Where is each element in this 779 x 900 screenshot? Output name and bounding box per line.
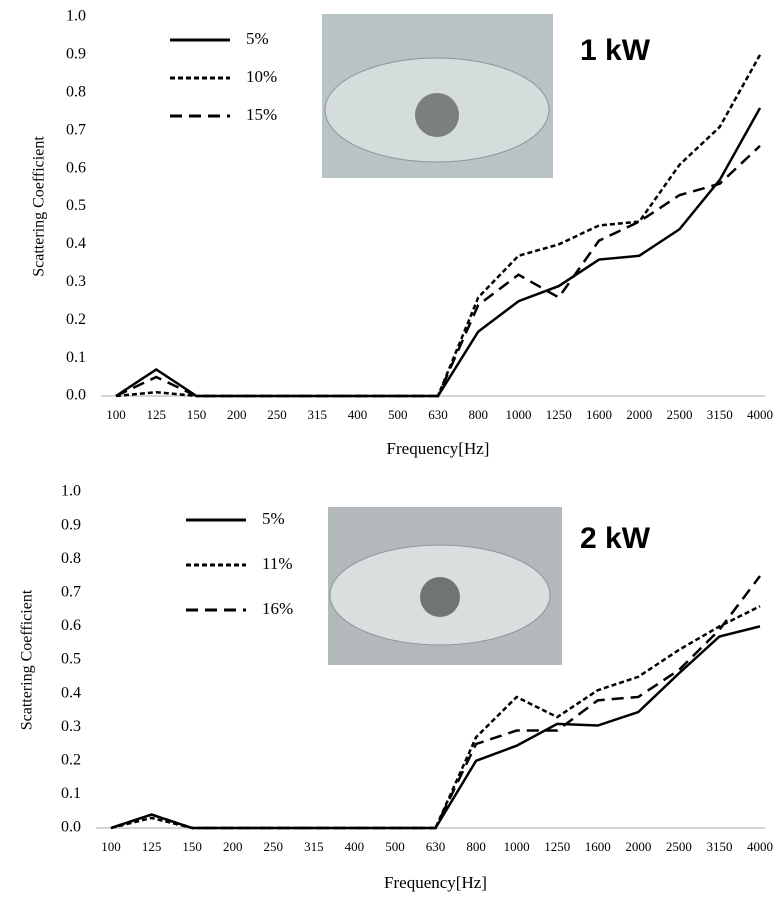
x-tick-label: 1250 (544, 839, 570, 854)
x-tick-label: 315 (308, 407, 328, 422)
line (110, 605, 761, 830)
line (115, 144, 761, 398)
x-tick-label: 100 (101, 839, 121, 854)
legend-label: 11% (262, 554, 293, 573)
x-tick-label: 500 (388, 407, 408, 422)
x-tick-label: 1600 (586, 407, 612, 422)
legend-label: 10% (246, 67, 277, 86)
y-tick-label: 0.4 (61, 684, 81, 701)
x-tick-label: 2500 (667, 407, 693, 422)
x-tick-label: 3150 (707, 407, 733, 422)
line (110, 575, 761, 830)
x-axis-label: Frequency[Hz] (384, 873, 487, 892)
y-tick-label: 0.7 (61, 583, 81, 600)
x-tick-label: 150 (187, 407, 207, 422)
y-tick-label: 0.1 (61, 785, 81, 802)
x-tick-label: 400 (348, 407, 368, 422)
y-tick-label: 0.2 (61, 751, 81, 768)
y-tick-label: 0.0 (66, 387, 86, 404)
y-tick-label: 0.5 (66, 197, 86, 214)
x-tick-label: 4000 (747, 839, 773, 854)
y-tick-label: 0.7 (66, 121, 86, 138)
x-tick-label: 250 (267, 407, 287, 422)
y-tick-label: 1.0 (66, 8, 86, 25)
x-tick-label: 630 (426, 839, 446, 854)
x-axis-label: Frequency[Hz] (387, 439, 490, 458)
y-tick-label: 0.2 (66, 311, 86, 328)
x-tick-label: 125 (142, 839, 162, 854)
y-tick-label: 0.5 (61, 651, 81, 668)
x-tick-label: 150 (182, 839, 202, 854)
x-tick-label: 500 (385, 839, 405, 854)
x-tick-label: 1000 (506, 407, 532, 422)
photo (328, 507, 562, 665)
y-tick-label: 0.4 (66, 235, 86, 252)
x-tick-label: 2000 (626, 407, 652, 422)
y-tick-label: 0.8 (66, 83, 86, 100)
x-tick-label: 630 (428, 407, 448, 422)
y-tick-label: 1.0 (61, 483, 81, 500)
x-tick-label: 100 (106, 407, 126, 422)
legend-label: 16% (262, 599, 293, 618)
y-tick-label: 0.3 (61, 718, 81, 735)
x-tick-label: 800 (466, 839, 486, 854)
x-tick-label: 200 (223, 839, 243, 854)
annotation: 2 kW (580, 522, 651, 555)
legend-label: 5% (262, 509, 285, 528)
y-tick-label: 0.9 (61, 516, 81, 533)
y-tick-label: 0.9 (66, 46, 86, 63)
x-tick-label: 2500 (666, 839, 692, 854)
x-tick-label: 315 (304, 839, 324, 854)
legend-label: 5% (246, 29, 269, 48)
photo (322, 14, 553, 178)
y-tick-label: 0.3 (66, 273, 86, 290)
legend-label: 15% (246, 105, 277, 124)
x-tick-label: 1250 (546, 407, 572, 422)
y-tick-label: 0.0 (61, 819, 81, 836)
x-tick-label: 1000 (504, 839, 530, 854)
annotation: 1 kW (580, 34, 651, 67)
x-tick-label: 125 (147, 407, 167, 422)
y-tick-label: 0.8 (61, 550, 81, 567)
x-tick-label: 250 (264, 839, 284, 854)
x-tick-label: 400 (345, 839, 365, 854)
y-axis-label: Scattering Coefficient (31, 136, 48, 277)
y-tick-label: 0.6 (66, 159, 86, 176)
x-tick-label: 3150 (706, 839, 732, 854)
x-tick-label: 800 (469, 407, 489, 422)
x-tick-label: 200 (227, 407, 247, 422)
y-axis-label: Scattering Coefficient (19, 589, 36, 730)
x-tick-label: 4000 (747, 407, 773, 422)
x-tick-label: 1600 (585, 839, 611, 854)
y-tick-label: 0.6 (61, 617, 81, 634)
y-tick-label: 0.1 (66, 349, 86, 366)
x-tick-label: 2000 (625, 839, 651, 854)
